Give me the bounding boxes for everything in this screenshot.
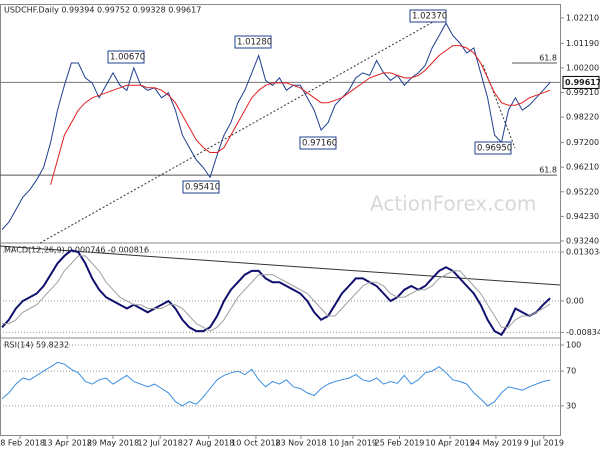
trend-line [39, 17, 441, 244]
annotation-box [182, 180, 220, 194]
frame [0, 4, 561, 436]
x-tick-label: 29 May 2018 [87, 439, 139, 448]
annotation: 1.00670 [110, 53, 145, 63]
x-tick-label: 24 May 2019 [470, 439, 522, 448]
series-line [1, 249, 551, 337]
y-tick-label: 0.94230 [566, 212, 599, 221]
x-tick-label: 23 Nov 2018 [275, 439, 326, 448]
x-tick-label: 10 Jan 2019 [329, 439, 377, 448]
x-tick-label: 25 Feb 2019 [375, 439, 425, 448]
x-tick-label: 27 Aug 2018 [183, 439, 234, 448]
annotation-box [107, 50, 145, 64]
y-tick-label: 0.98220 [566, 113, 599, 122]
current-price-label: 0.99617 [565, 78, 600, 87]
y-tick-label: 0.97200 [566, 138, 599, 147]
x-tick-label: 10 Apr 2019 [425, 439, 474, 448]
series-line [1, 22, 551, 230]
y-tick-label: 0.99210 [566, 88, 599, 97]
x-tick-label: 28 Feb 2018 [0, 439, 45, 448]
level-label: 61.8 [539, 166, 557, 175]
y-tick-label: 1.00200 [566, 63, 599, 72]
y-tick-label: 1.02210 [566, 13, 599, 22]
annotation: 1.02370 [412, 12, 447, 22]
y-tick-label: 70 [566, 367, 576, 376]
y-tick-label: 1.01190 [566, 39, 599, 48]
trend-line [482, 64, 516, 149]
y-tick-label: 30 [566, 401, 576, 410]
x-tick-label: 13 Apr 2018 [42, 439, 91, 448]
series-line [2, 255, 551, 332]
y-tick-label: 0.013034 [566, 247, 600, 256]
y-tick-label: 0.00 [566, 297, 584, 306]
annotation: 0.95410 [185, 183, 220, 193]
annotation: 0.96950 [477, 144, 512, 154]
annotation-box [234, 35, 272, 49]
annotation: 1.01280 [237, 38, 272, 48]
series-line [1, 361, 551, 407]
y-tick-label: 0.96210 [566, 163, 599, 172]
y-tick-label: 0.95220 [566, 187, 599, 196]
x-tick-label: 10 Oct 2018 [231, 439, 280, 448]
annotation: 0.97160 [302, 139, 337, 149]
watermark: ActionForex.com [370, 192, 536, 216]
x-tick-label: 12 Jul 2018 [138, 439, 183, 448]
chart-title: USDCHF.Daily 0.99394 0.99752 0.99328 0.9… [4, 6, 201, 15]
annotation-box [409, 9, 447, 23]
x-tick-label: 9 Jul 2019 [524, 439, 564, 448]
y-tick-label: -0.00834 [566, 328, 600, 337]
current-price-box [562, 75, 600, 89]
y-tick-label: 0.93240 [566, 237, 599, 246]
annotation-box [299, 136, 337, 150]
y-tick-label: 100 [566, 341, 581, 350]
series-line [50, 45, 551, 185]
macd-title: MACD(12,26,9) 0.000746 -0.000816 [4, 246, 149, 255]
level-label: 61.8 [539, 53, 557, 62]
annotation-box [474, 141, 512, 155]
